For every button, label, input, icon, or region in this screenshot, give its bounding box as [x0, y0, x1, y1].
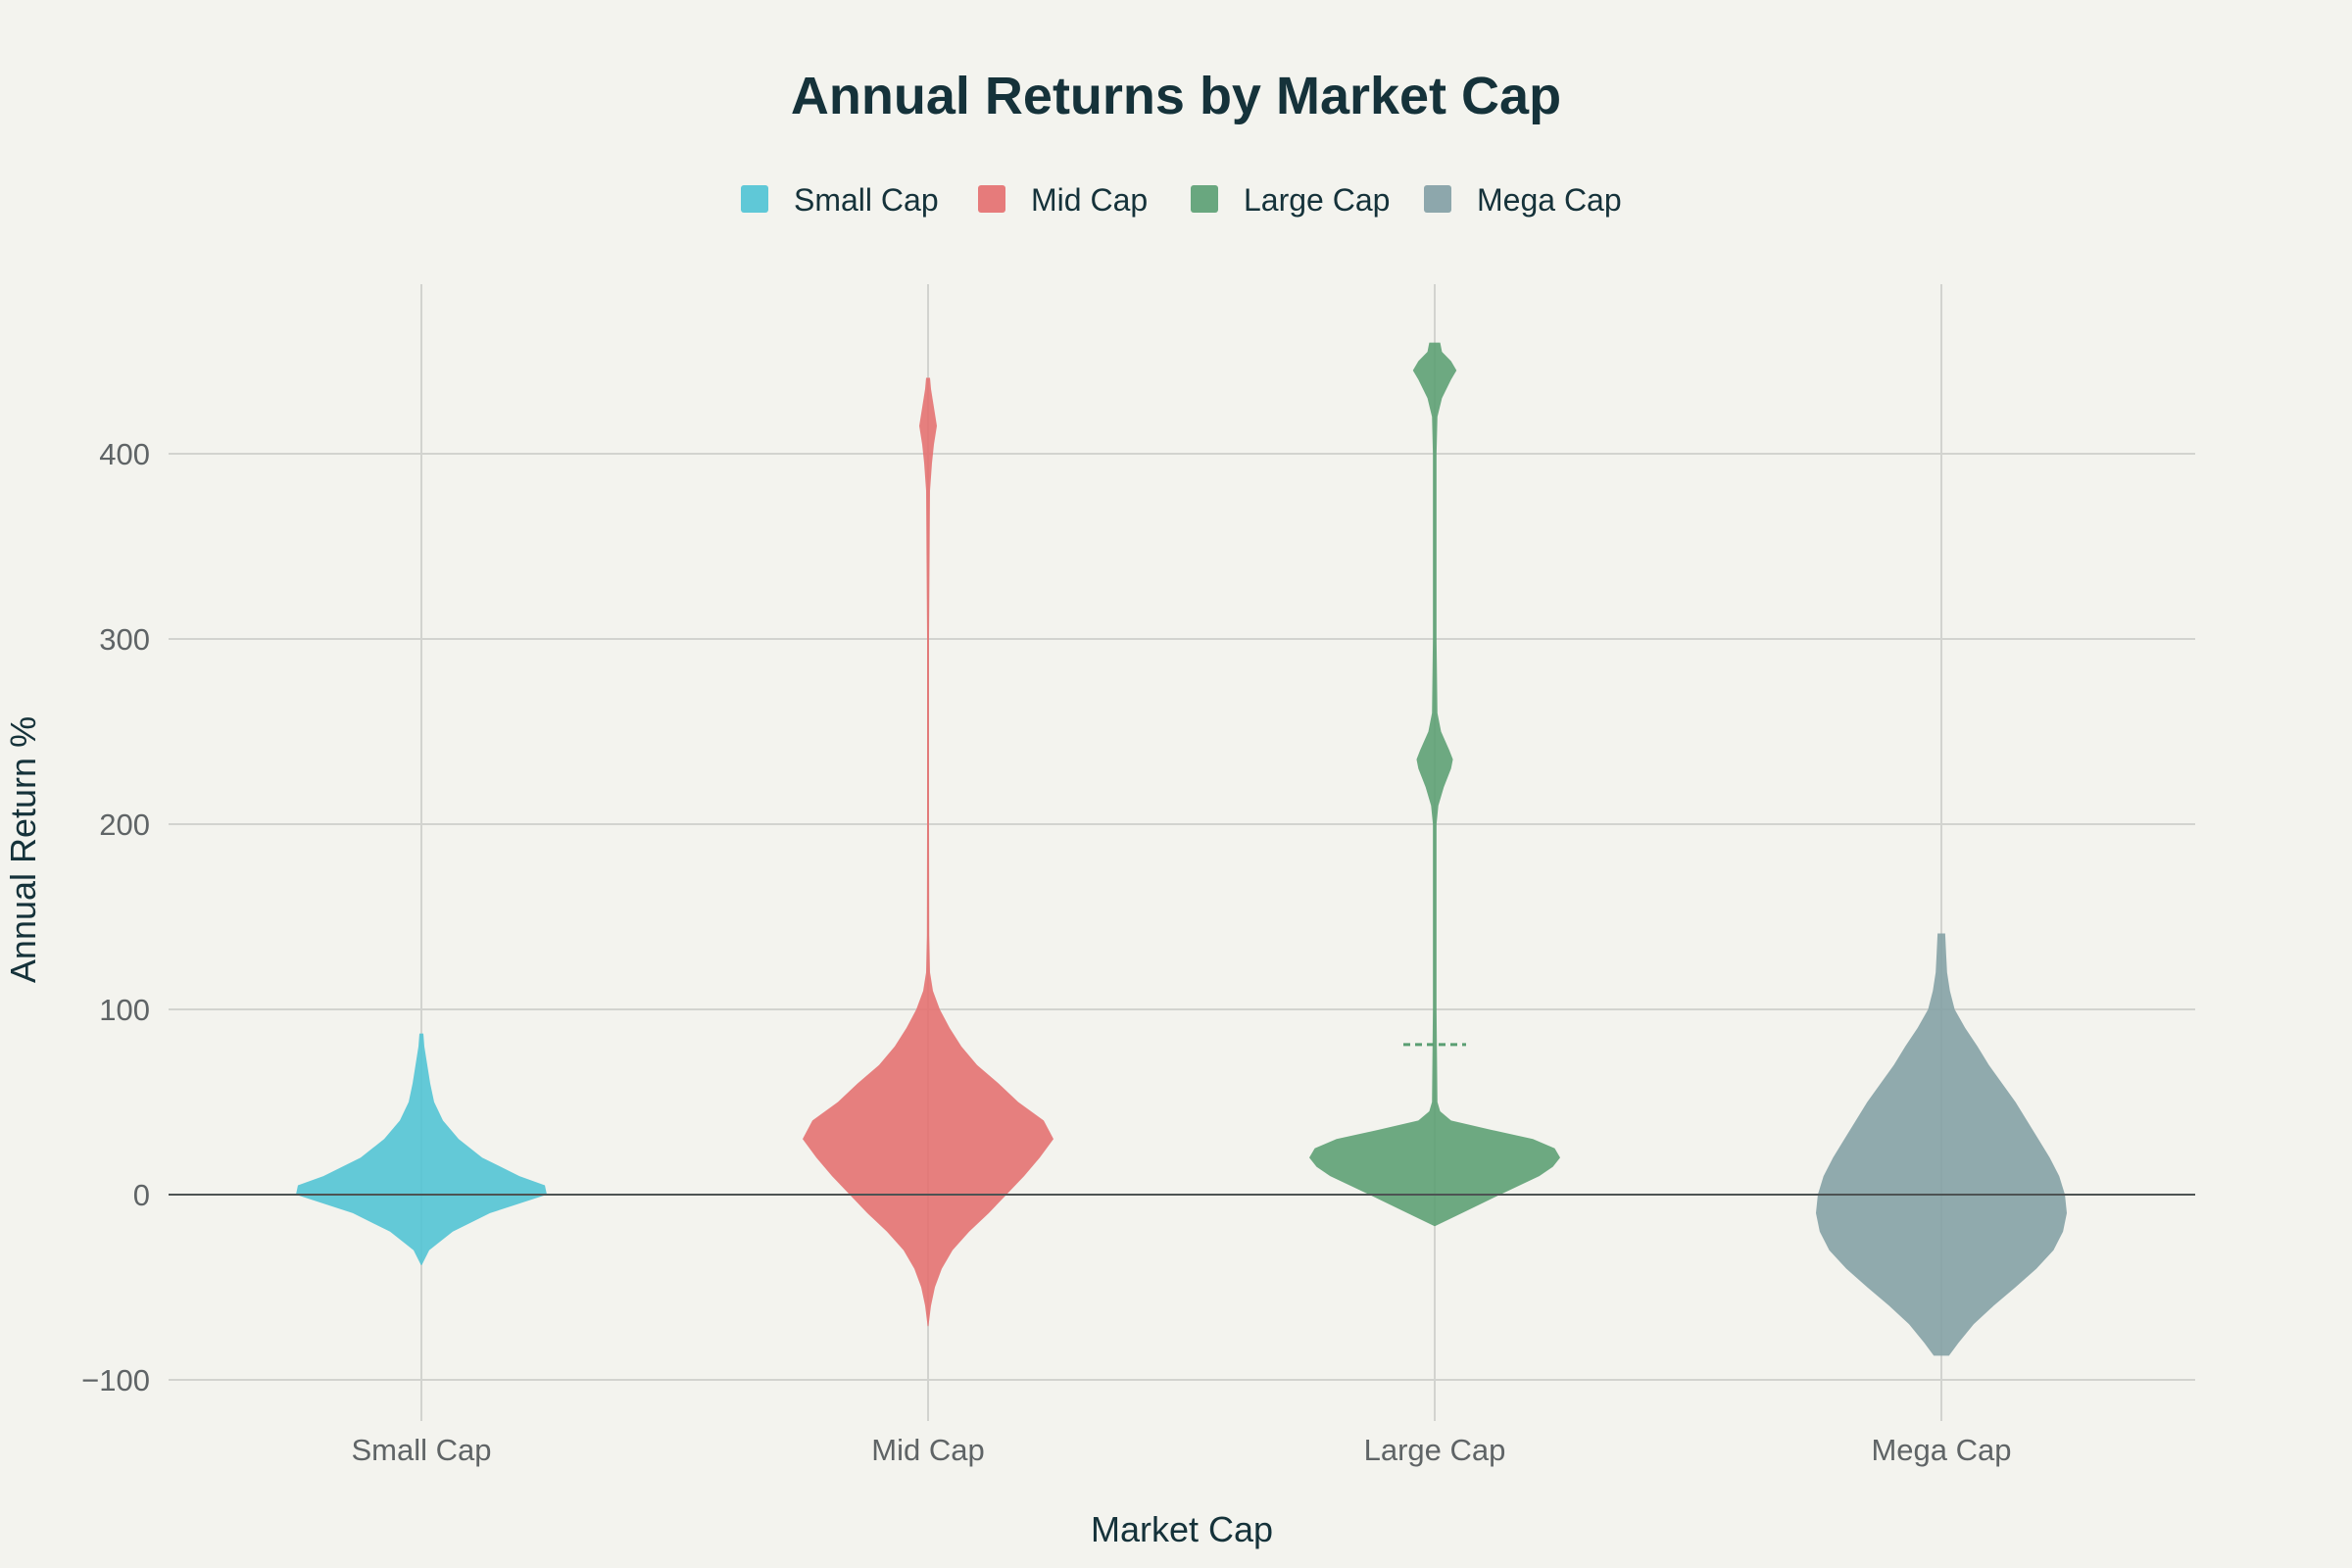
gridlines [169, 284, 2195, 1421]
legend-swatch-small-cap [741, 185, 768, 213]
legend-swatch-mid-cap [978, 185, 1005, 213]
axes: −100 0 100 200 300 400 Small Cap Mid Cap Large C… [81, 437, 2195, 1467]
y-tick-label: −100 [81, 1363, 150, 1397]
legend[interactable]: Small Cap Mid Cap Large Cap Mega Cap [741, 182, 1622, 218]
legend-item-mid-cap[interactable]: Mid Cap [978, 182, 1148, 218]
violin-small-cap[interactable] [296, 1033, 547, 1265]
y-tick-label: 200 [99, 808, 150, 842]
violin-mega-cap[interactable] [1816, 933, 2067, 1356]
legend-item-large-cap[interactable]: Large Cap [1191, 182, 1390, 218]
legend-label-small-cap: Small Cap [794, 182, 939, 218]
legend-label-mid-cap: Mid Cap [1031, 182, 1148, 218]
legend-label-mega-cap: Mega Cap [1477, 182, 1622, 218]
x-tick-label-mid-cap: Mid Cap [871, 1433, 984, 1467]
violin-mid-cap[interactable] [803, 377, 1054, 1327]
y-tick-label: 100 [99, 993, 150, 1027]
y-tick-label: 400 [99, 437, 150, 471]
y-axis-title: Annual Return % [3, 716, 43, 983]
legend-item-mega-cap[interactable]: Mega Cap [1424, 182, 1622, 218]
x-tick-label-mega-cap: Mega Cap [1871, 1433, 2011, 1467]
legend-item-small-cap[interactable]: Small Cap [741, 182, 939, 218]
y-tick-label: 300 [99, 622, 150, 657]
y-tick-label: 0 [133, 1178, 150, 1212]
x-axis-title: Market Cap [1091, 1509, 1273, 1549]
legend-swatch-mega-cap [1424, 185, 1451, 213]
legend-swatch-large-cap [1191, 185, 1218, 213]
legend-label-large-cap: Large Cap [1244, 182, 1390, 218]
x-tick-label-small-cap: Small Cap [352, 1433, 492, 1467]
chart-title: Annual Returns by Market Cap [791, 67, 1561, 125]
x-tick-label-large-cap: Large Cap [1364, 1433, 1506, 1467]
violin-large-cap[interactable] [1309, 342, 1560, 1227]
violins [296, 342, 2067, 1356]
